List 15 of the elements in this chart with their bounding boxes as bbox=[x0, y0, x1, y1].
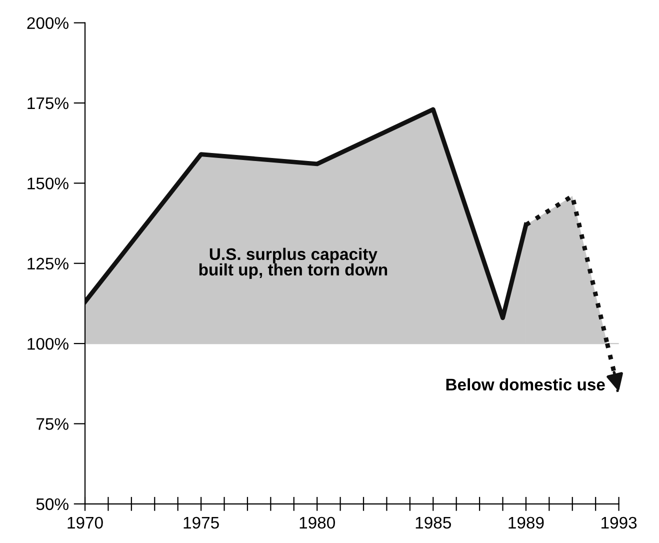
annotation: Below domestic use bbox=[446, 378, 605, 391]
y-tick-label: 175% bbox=[28, 97, 68, 110]
x-tick-label: 1989 bbox=[508, 516, 544, 529]
y-tick-label: 100% bbox=[28, 338, 68, 350]
x-tick-label: 1975 bbox=[184, 516, 219, 529]
x-tick-label: 1980 bbox=[300, 516, 335, 529]
y-tick-label: 50% bbox=[36, 498, 68, 510]
x-tick-label: 1985 bbox=[416, 516, 451, 529]
x-tick-label: 1970 bbox=[68, 516, 103, 529]
x-tick-label: 1993 bbox=[602, 516, 637, 529]
y-tick-label: 200% bbox=[27, 17, 68, 30]
y-tick-label: 75% bbox=[36, 418, 68, 430]
y-tick-label: 125% bbox=[28, 258, 68, 270]
annotation: U.S. surplus capacity built up, then torn down bbox=[199, 248, 388, 279]
y-tick-label: 150% bbox=[28, 178, 68, 190]
